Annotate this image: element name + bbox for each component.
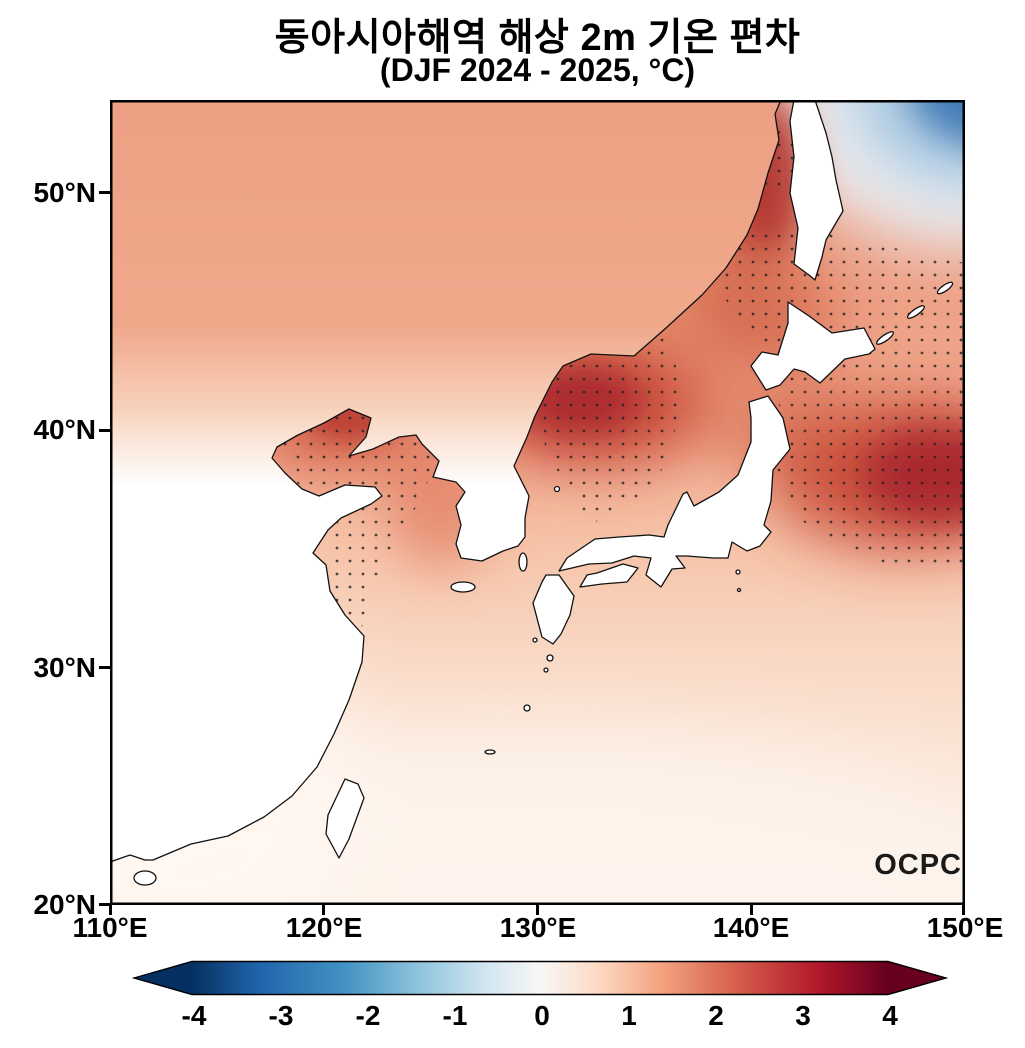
island-yakushima	[546, 654, 554, 662]
x-tick-mark	[750, 905, 753, 915]
colorbar-canvas	[132, 960, 948, 996]
cb-tick-label: -4	[181, 1000, 207, 1031]
land-taiwan	[325, 778, 365, 859]
stipple-nw-pacific	[690, 228, 965, 565]
island-izu	[736, 587, 742, 593]
colorbar-extend-min-arrow	[134, 961, 192, 995]
island-amami	[523, 704, 531, 712]
colorbar-outline	[132, 960, 948, 996]
x-tick-mark	[109, 905, 112, 915]
colorbar-gradient	[192, 961, 888, 995]
x-tick-label-120e: 120°E	[285, 912, 363, 943]
cb-tick-label: 0	[534, 1000, 550, 1031]
y-tick-label-50n: 50°N	[33, 177, 96, 208]
x-tick-mark	[962, 905, 965, 915]
y-tick-mark	[99, 666, 110, 669]
island-okinawa	[484, 749, 496, 755]
stipple-yellow-sea	[260, 363, 455, 675]
x-tick-label-140e: 140°E	[712, 912, 790, 943]
y-tick-mark	[99, 903, 110, 906]
cb-tick-label: -1	[442, 1000, 468, 1031]
island-tsushima	[518, 552, 528, 572]
island-ulleung	[553, 485, 561, 493]
ocpc-logo: OCPC	[874, 849, 962, 881]
landmasses	[110, 100, 954, 886]
cb-tick-label: -2	[355, 1000, 381, 1031]
x-tick-mark	[536, 905, 539, 915]
cb-tick-label: 4	[882, 1000, 898, 1031]
map-frame	[110, 100, 965, 905]
island-small	[532, 637, 538, 643]
y-tick-mark	[99, 429, 110, 432]
y-tick-label-40n: 40°N	[33, 414, 96, 445]
island-izu	[735, 569, 741, 575]
island-small	[543, 667, 549, 673]
land-honshu	[558, 395, 791, 588]
y-tick-label-30n: 30°N	[33, 652, 96, 683]
land-shikoku	[579, 563, 639, 588]
x-tick-label-110e: 110°E	[72, 912, 148, 943]
y-tick-mark	[99, 191, 110, 194]
land-kyushu	[532, 574, 575, 645]
x-tick-label-130e: 130°E	[499, 912, 577, 943]
colorbar	[132, 960, 948, 996]
stippling-overlay	[260, 128, 965, 675]
anomaly-map-canvas	[110, 100, 965, 905]
land-sakhalin	[789, 100, 844, 281]
island-kuril	[906, 305, 926, 319]
map-panel	[110, 100, 965, 905]
cb-tick-label: -3	[268, 1000, 294, 1031]
island-hainan	[133, 870, 157, 886]
stipple-sea-of-japan	[540, 325, 685, 525]
chart-subtitle: (DJF 2024 - 2025, °C)	[379, 52, 696, 88]
colorbar-extend-max-arrow	[888, 961, 946, 995]
island-kuril	[936, 281, 954, 295]
land-mainland-asia-korea	[110, 100, 782, 863]
land-hokkaido	[750, 301, 876, 391]
cb-tick-label: 3	[795, 1000, 811, 1031]
cb-tick-label: 1	[621, 1000, 637, 1031]
chart-title: 동아시아해역 해상 2m 기온 편차	[274, 17, 801, 59]
cb-tick-label: 2	[708, 1000, 724, 1031]
island-kuril	[875, 331, 895, 345]
x-tick-label-150e: 150°E	[926, 912, 1004, 943]
island-jeju	[450, 581, 476, 593]
x-tick-mark	[322, 905, 325, 915]
y-tick-label-20n: 20°N	[33, 889, 96, 920]
